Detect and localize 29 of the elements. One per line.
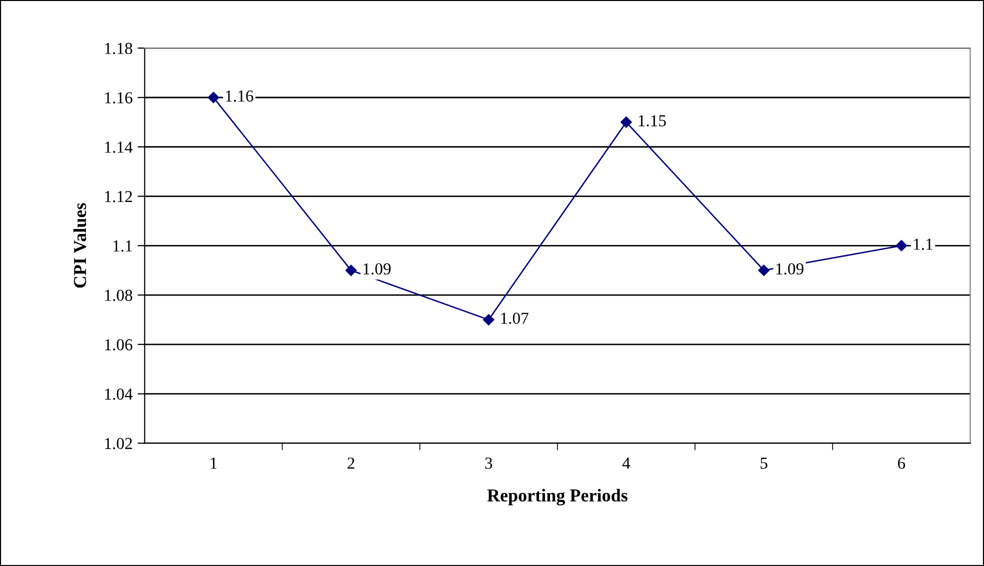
y-tick-label: 1.1 [113,240,132,252]
point [896,240,908,252]
y-tick-label: 1.12 [105,191,132,202]
data-label: 1.07 [501,312,528,324]
data-label: 1.1 [914,238,932,250]
y-tick-label: 1.02 [105,438,132,450]
point [620,116,632,128]
data-label: 1.09 [364,263,391,275]
x-tick-label: 6 [898,458,906,469]
x-tick-label: 5 [760,458,768,469]
y-tick-label: 1.14 [105,142,133,153]
x-axis-title: Reporting Periods [487,488,628,506]
y-tick-label: 1.16 [105,92,132,104]
point [483,314,494,326]
y-tick-label: 1.04 [105,388,133,400]
point [345,264,357,276]
x-tick-label: 4 [622,458,630,469]
x-tick-label: 1 [210,458,217,469]
point [208,92,220,104]
y-axis-title: CPI Values [73,203,86,288]
data-label: 1.15 [638,115,666,126]
x-tick-label: 3 [485,458,492,469]
point [758,264,770,276]
x-tick-label: 2 [348,458,354,469]
y-tick-label: 1.08 [105,290,132,302]
y-tick-label: 1.06 [105,339,132,350]
data-label: 1.09 [776,263,804,275]
data-label: 1.16 [226,90,254,102]
y-tick-label: 1.18 [105,42,132,54]
